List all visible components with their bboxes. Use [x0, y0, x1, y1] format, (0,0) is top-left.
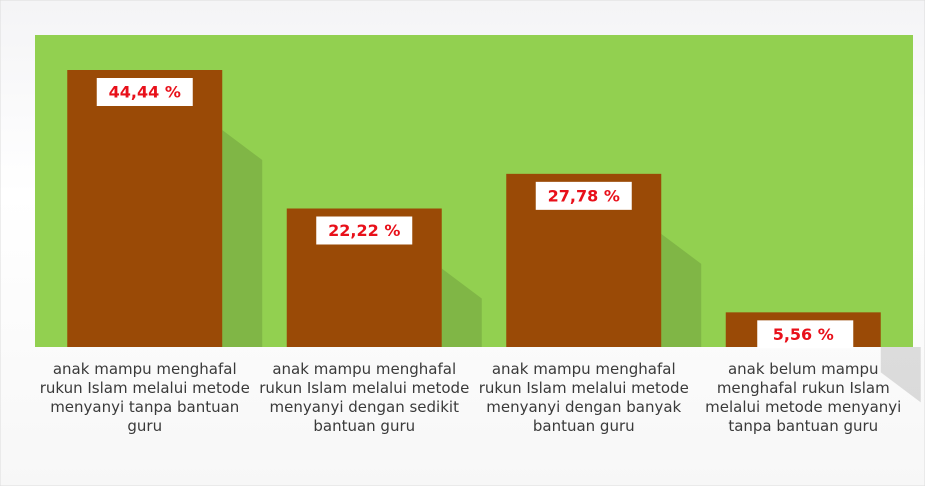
value-label-box	[535, 181, 632, 210]
bar-shadow	[880, 347, 921, 403]
bar-shadow	[222, 130, 263, 347]
value-label: 22,22 %	[328, 221, 400, 240]
value-label: 5,56 %	[773, 325, 834, 344]
value-label: 44,44 %	[109, 83, 181, 102]
bar	[67, 70, 223, 347]
category-label: anak mampu menghafal rukun Islam melalui…	[478, 360, 689, 435]
category-label: anak mampu menghafal rukun Islam melalui…	[39, 360, 250, 435]
category-label: anak belum mampu menghafal rukun Islam m…	[705, 360, 902, 435]
bar-shadow	[441, 268, 482, 347]
value-label-box	[316, 216, 413, 245]
value-label-box	[757, 320, 854, 349]
value-label-box	[96, 78, 193, 106]
value-label: 27,78 %	[548, 186, 620, 205]
bar-shadow	[661, 233, 702, 347]
category-label: anak mampu menghafal rukun Islam melalui…	[259, 360, 470, 435]
